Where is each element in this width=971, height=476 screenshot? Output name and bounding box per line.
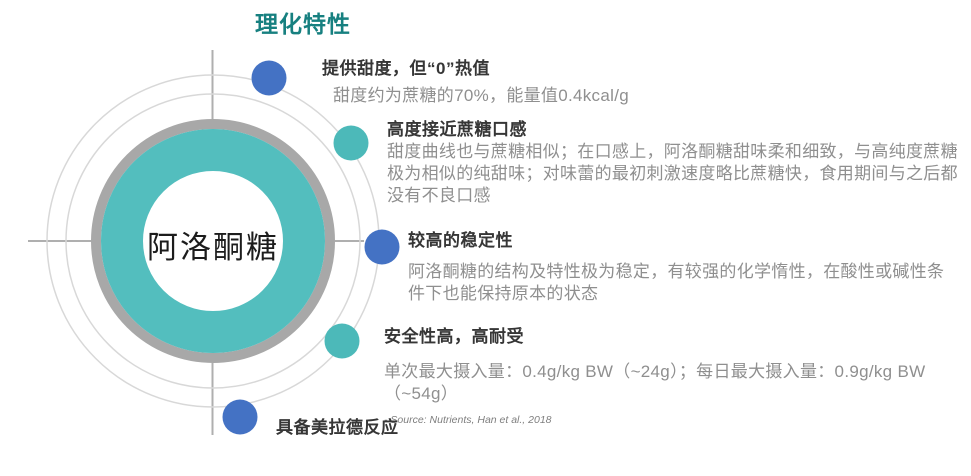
feature-item-sweetness: 提供甜度，但“0”热值 甜度约为蔗糖的70%，能量值0.4kcal/g	[322, 60, 629, 107]
feature-item-taste: 高度接近蔗糖口感 甜度曲线也与蔗糖相似；在口感上，阿洛酮糖甜味柔和细致，与高纯度…	[387, 121, 965, 207]
feature-heading: 较高的稳定性	[408, 231, 513, 250]
inner-orbit-circle	[65, 93, 361, 389]
feature-body: 甜度曲线也与蔗糖相似；在口感上，阿洛酮糖甜味柔和细致，与高纯度蔗糖极为相似的纯甜…	[387, 142, 958, 205]
bullet-dot-5	[222, 399, 258, 435]
page-title: 理化特性	[255, 11, 351, 37]
feature-body: 阿洛酮糖的结构及特性极为稳定，有较强的化学惰性，在酸性或碱性条件下也能保持原本的…	[408, 262, 945, 303]
source-note: - Source: Nutrients, Han et al., 2018	[384, 414, 552, 426]
hub-teal-donut	[101, 129, 325, 353]
feature-heading: 提供甜度，但“0”热值	[322, 59, 490, 78]
bullet-dot-1	[251, 60, 287, 96]
bullet-dot-2	[333, 125, 369, 161]
feature-heading: 安全性高，高耐受	[384, 327, 524, 346]
hub-gray-ring	[91, 119, 335, 363]
feature-heading: 具备美拉德反应	[276, 418, 399, 437]
bullet-dot-4	[324, 323, 360, 359]
feature-item-stability: 较高的稳定性 阿洛酮糖的结构及特性极为稳定，有较强的化学惰性，在酸性或碱性条件下…	[408, 232, 956, 305]
center-circle-label: 阿洛酮糖	[147, 230, 279, 265]
feature-body: 单次最大摄入量：0.4g/kg BW（~24g）；每日最大摄入量：0.9g/kg…	[384, 362, 926, 403]
feature-body: 甜度约为蔗糖的70%，能量值0.4kcal/g	[333, 86, 629, 105]
bullet-dot-3	[364, 229, 400, 265]
feature-item-safety: 安全性高，高耐受 单次最大摄入量：0.4g/kg BW（~24g）；每日最大摄入…	[384, 327, 949, 427]
feature-heading: 高度接近蔗糖口感	[387, 120, 527, 139]
feature-item-maillard: 具备美拉德反应	[276, 419, 399, 437]
